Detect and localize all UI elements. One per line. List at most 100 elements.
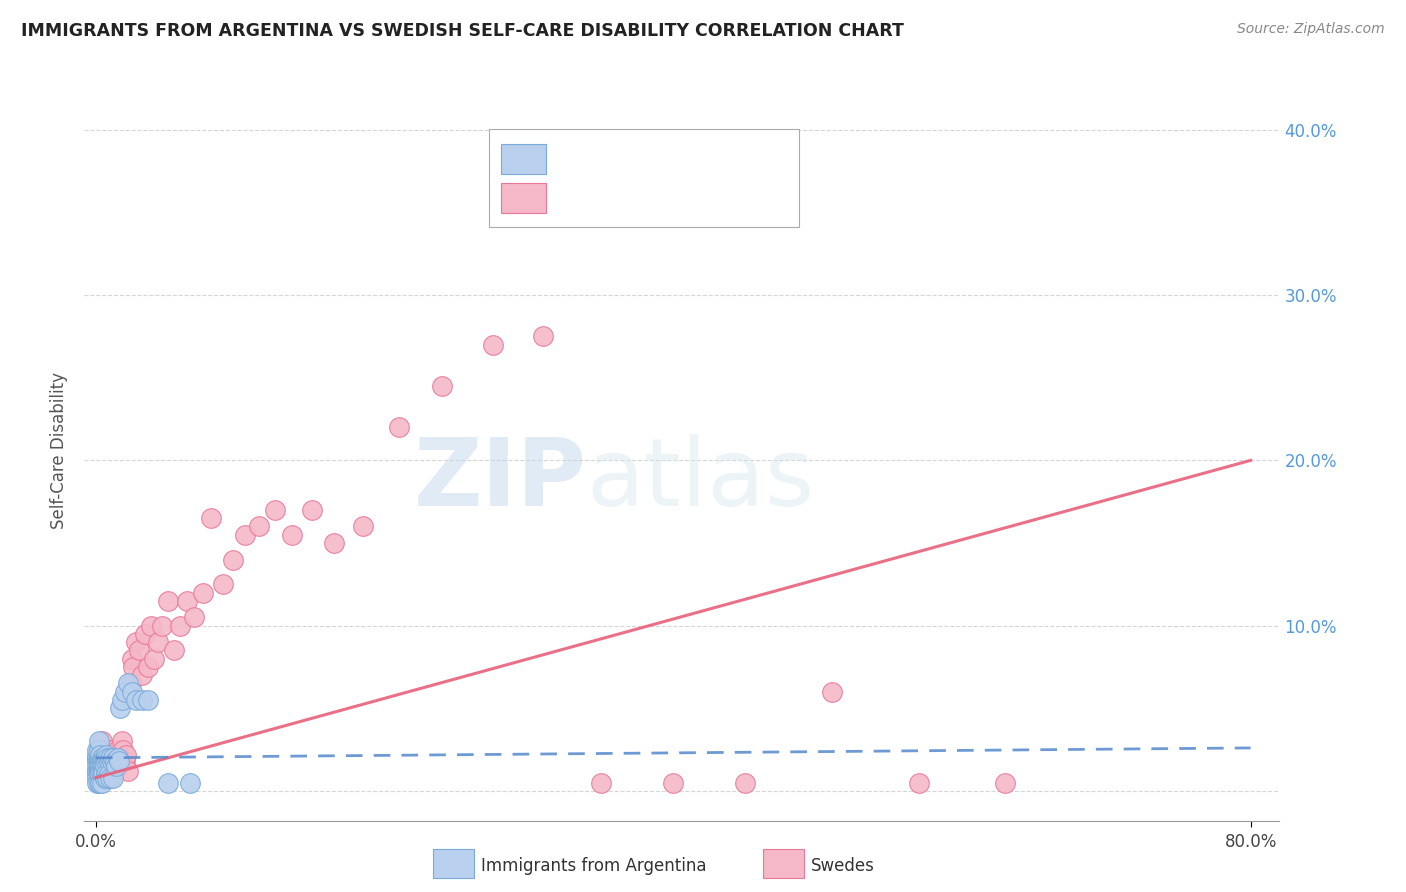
Point [108,754,131,768]
Point [591,775,613,789]
Point [90,754,112,768]
Point [114,684,136,698]
Point [86,759,108,773]
Point [97,754,120,768]
Point [87,751,110,765]
Point [107,742,129,756]
Point [734,775,756,789]
Point [86,764,108,778]
Point [662,775,685,789]
Point [103,767,125,781]
Y-axis label: Self-Care Disability: Self-Care Disability [51,372,69,529]
Point [94,747,117,762]
Point [994,775,1017,789]
Point [93,771,115,785]
Point [114,754,136,768]
Point [87,747,110,762]
Point [103,771,125,785]
Point [86,751,108,765]
Point [150,618,173,632]
Point [91,759,114,773]
Point [86,747,108,762]
Point [121,651,143,665]
Point [136,660,159,674]
Point [93,759,115,773]
Point [101,754,124,768]
Point [531,329,554,343]
Point [157,594,180,608]
Point [183,610,205,624]
Point [101,759,124,773]
Point [128,643,150,657]
Point [96,751,118,765]
Point [89,759,111,773]
Point [90,775,112,789]
Point [87,754,110,768]
Point [90,759,112,773]
Point [94,754,117,768]
Point [91,754,114,768]
Point [90,754,112,768]
Point [89,767,111,781]
Text: Immigrants from Argentina: Immigrants from Argentina [481,857,706,875]
Point [86,754,108,768]
Point [90,767,112,781]
Point [104,751,127,765]
Point [125,693,148,707]
Point [90,764,112,778]
Point [117,764,139,778]
Point [97,754,120,768]
Point [93,771,115,785]
Point [146,635,169,649]
Point [98,751,121,765]
Point [93,751,115,765]
Point [91,764,114,778]
Point [111,734,134,748]
Text: Swedes: Swedes [811,857,875,875]
Point [86,771,108,785]
Point [103,754,125,768]
Point [97,767,120,781]
Point [323,536,346,550]
Point [94,754,117,768]
Point [179,775,201,789]
Point [87,759,110,773]
Point [86,742,108,756]
Point [107,751,129,765]
Point [191,585,214,599]
Point [86,764,108,778]
Point [98,771,121,785]
Point [94,747,117,762]
Point [122,660,145,674]
Point [233,527,256,541]
Point [264,503,287,517]
Point [301,503,323,517]
Point [131,693,153,707]
Point [93,754,115,768]
Point [86,775,108,789]
Point [142,651,165,665]
Text: R = 0.047   N = 62: R = 0.047 N = 62 [551,149,730,167]
Text: Source: ZipAtlas.com: Source: ZipAtlas.com [1237,22,1385,37]
Point [139,618,162,632]
Point [131,668,153,682]
Point [104,754,127,768]
Point [157,775,180,789]
Point [87,754,110,768]
Point [120,676,142,690]
Point [91,767,114,781]
Point [101,742,124,756]
Point [97,767,120,781]
Point [96,759,118,773]
Point [110,701,132,715]
Point [222,552,245,566]
Point [94,767,117,781]
Point [105,759,128,773]
Point [90,734,112,748]
Text: IMMIGRANTS FROM ARGENTINA VS SWEDISH SELF-CARE DISABILITY CORRELATION CHART: IMMIGRANTS FROM ARGENTINA VS SWEDISH SEL… [21,22,904,40]
Point [176,594,198,608]
Point [86,767,108,781]
Point [821,684,844,698]
Point [89,759,111,773]
Point [96,742,118,756]
